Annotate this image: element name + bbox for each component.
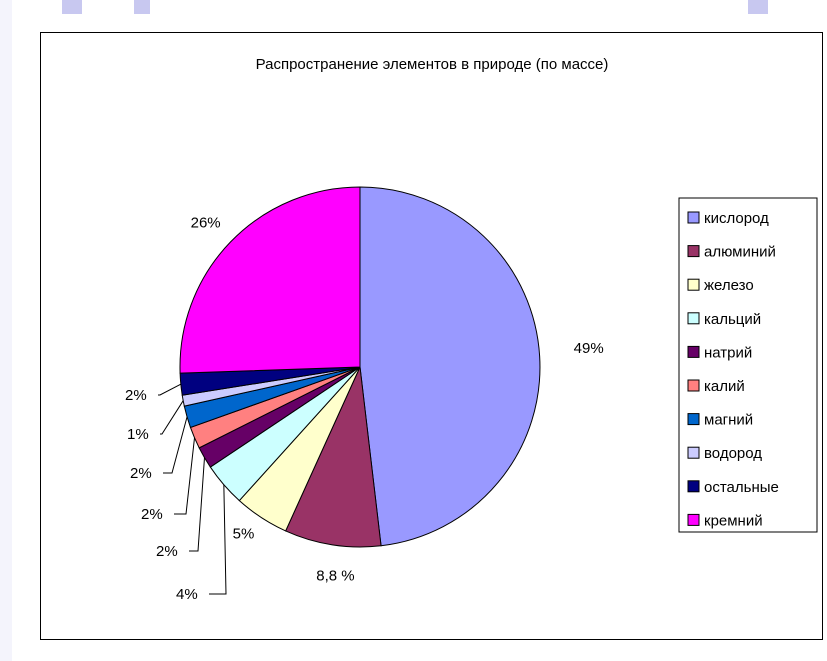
leader-line-6 [174, 437, 196, 515]
top-decoration [134, 0, 150, 14]
top-decoration [62, 0, 82, 14]
legend-swatch-3 [687, 278, 700, 291]
left-margin-strip [0, 0, 12, 661]
data-label-1: 49% [574, 340, 604, 357]
leader-line-8 [160, 400, 184, 435]
leader-line-9 [158, 383, 182, 396]
pie-slice-2 [284, 365, 382, 548]
leader-line-4 [209, 484, 227, 595]
legend-swatch-2 [687, 245, 700, 258]
legend-swatch-8 [687, 446, 700, 459]
legend-swatch-6 [687, 379, 700, 392]
legend-label-5: натрий [704, 344, 752, 361]
legend-label-4: кальций [704, 311, 761, 328]
data-label-5: 2% [156, 543, 178, 560]
legend-swatch-10 [687, 513, 700, 526]
legend-label-10: кремний [704, 512, 763, 529]
legend-swatch-7 [687, 413, 700, 426]
data-label-9: 2% [125, 387, 147, 404]
data-label-4: 4% [176, 586, 198, 603]
data-label-7: 2% [130, 465, 152, 482]
legend-swatch-5 [687, 345, 700, 358]
data-label-10: 26% [191, 214, 221, 231]
legend-box [678, 197, 818, 533]
legend-label-7: магний [704, 412, 753, 429]
data-label-8: 1% [127, 426, 149, 443]
legend-label-1: кислород [704, 210, 769, 227]
data-label-2: 8,8 % [316, 567, 354, 584]
legend-swatch-9 [687, 480, 700, 493]
pie-slice-1 [359, 186, 541, 547]
legend-swatch-1 [687, 211, 700, 224]
legend-label-3: железо [704, 277, 754, 294]
chart-title: Распространение элементов в природе (по … [256, 56, 609, 73]
legend-label-9: остальные [704, 479, 779, 496]
legend-label-8: водород [704, 445, 762, 462]
legend-label-2: алюминий [704, 244, 776, 261]
data-label-6: 2% [141, 506, 163, 523]
top-decoration [748, 0, 768, 14]
data-label-3: 5% [233, 526, 255, 543]
leader-line-7 [163, 416, 188, 474]
pie-slice-10 [179, 186, 361, 374]
leader-line-5 [189, 457, 205, 552]
legend-label-6: калий [704, 378, 745, 395]
legend-swatch-4 [687, 312, 700, 325]
